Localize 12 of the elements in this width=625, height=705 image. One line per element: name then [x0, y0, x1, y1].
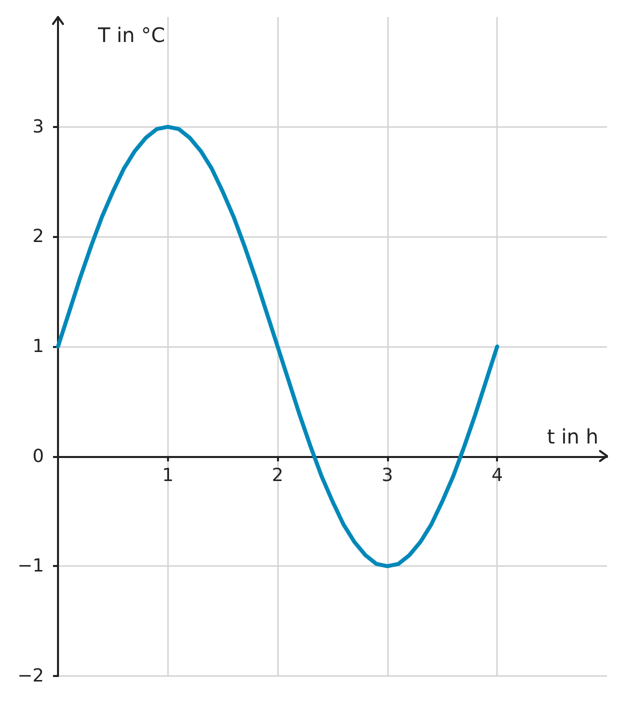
x-tick-label: 2	[272, 464, 284, 486]
y-tick-label: 2	[32, 226, 44, 248]
x-tick-label: 3	[382, 464, 394, 486]
x-tick-label: 4	[491, 464, 503, 486]
x-tick-label: 1	[162, 464, 174, 486]
y-tick-label: 1	[32, 336, 44, 357]
y-tick-label: −2	[17, 666, 44, 686]
y-tick-label: 0	[32, 446, 44, 467]
x-axis-title: t in h	[547, 424, 598, 448]
y-tick-label: 3	[32, 116, 44, 138]
y-tick-label: −1	[17, 556, 44, 577]
y-axis-title: T in °C	[97, 23, 166, 47]
